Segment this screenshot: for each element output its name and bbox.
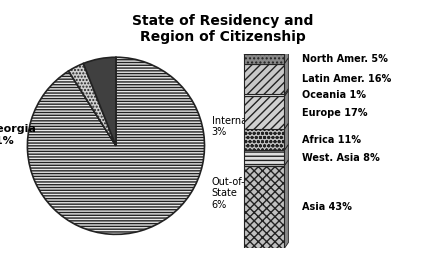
Bar — [244, 166, 285, 248]
Bar — [244, 64, 285, 94]
Wedge shape — [69, 63, 116, 146]
Bar — [244, 54, 285, 64]
Polygon shape — [285, 123, 289, 150]
Polygon shape — [244, 48, 289, 54]
Polygon shape — [285, 90, 289, 129]
Polygon shape — [285, 160, 289, 248]
Text: West. Asia 8%: West. Asia 8% — [302, 153, 380, 163]
Bar — [244, 94, 285, 96]
Text: North Amer. 5%: North Amer. 5% — [302, 54, 388, 64]
Bar — [244, 96, 285, 129]
Text: Oceania 1%: Oceania 1% — [302, 90, 366, 100]
Text: Europe 17%: Europe 17% — [302, 108, 367, 118]
Wedge shape — [83, 57, 116, 146]
Bar — [244, 129, 285, 150]
Polygon shape — [285, 58, 289, 94]
Text: State of Residency and
Region of Citizenship: State of Residency and Region of Citizen… — [132, 14, 314, 44]
Text: Asia 43%: Asia 43% — [302, 202, 351, 212]
Wedge shape — [27, 57, 205, 234]
Text: Georgia
91%: Georgia 91% — [0, 124, 37, 146]
Text: Africa 11%: Africa 11% — [302, 135, 361, 145]
Text: International
3%: International 3% — [211, 116, 274, 137]
Text: Out-of-
State
6%: Out-of- State 6% — [211, 177, 245, 210]
Text: Latin Amer. 16%: Latin Amer. 16% — [302, 74, 391, 84]
Polygon shape — [285, 89, 289, 96]
Polygon shape — [285, 144, 289, 166]
Bar — [244, 150, 285, 166]
Polygon shape — [285, 48, 289, 64]
